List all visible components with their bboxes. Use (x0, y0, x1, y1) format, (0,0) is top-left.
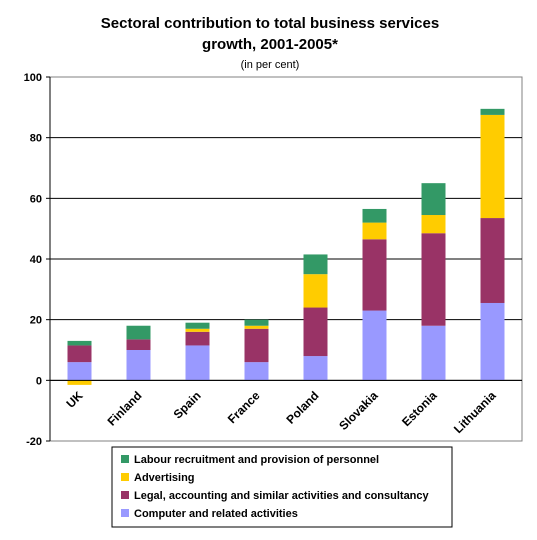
bar-segment (67, 340, 92, 346)
legend: Labour recruitment and provision of pers… (111, 446, 453, 528)
legend-label: Computer and related activities (134, 508, 298, 520)
bar-segment (421, 183, 446, 216)
chart-subtitle: (in per cent) (241, 59, 300, 71)
bar-segment (244, 319, 269, 326)
bar-segment (126, 339, 151, 350)
legend-swatch (121, 455, 129, 463)
y-tick-label: -20 (26, 436, 42, 448)
bar-segment (303, 307, 328, 357)
bar-segment (480, 218, 505, 303)
bar-segment (126, 325, 151, 340)
bar-segment (244, 325, 269, 329)
legend-label: Advertising (134, 472, 195, 484)
legend-swatch (121, 491, 129, 499)
bar-segment (362, 222, 387, 240)
chart-title-line1: Sectoral contribution to total business … (101, 15, 439, 32)
bar-segment (362, 239, 387, 311)
chart-title-line2: growth, 2001-2005* (202, 36, 338, 53)
bar-segment (421, 325, 446, 381)
bar-segment (244, 328, 269, 363)
bar-segment (421, 215, 446, 234)
bar-segment (480, 114, 505, 219)
bar-segment (244, 362, 269, 381)
bar-segment (362, 208, 387, 223)
bar-segment (185, 322, 210, 329)
bar-segment (480, 108, 505, 115)
legend-swatch (121, 509, 129, 517)
bar-segment (303, 254, 328, 275)
bar-segment (480, 302, 505, 381)
bar-segment (126, 350, 151, 381)
y-tick-label: 80 (30, 133, 42, 145)
legend-label: Legal, accounting and similar activities… (134, 490, 430, 502)
bar-segment (67, 362, 92, 381)
bar-segment (67, 345, 92, 363)
legend-box (111, 446, 453, 528)
legend-swatch (121, 473, 129, 481)
bar-segment (303, 356, 328, 381)
bars (67, 108, 505, 385)
legend-label: Labour recruitment and provision of pers… (134, 454, 379, 466)
bar-segment (303, 274, 328, 308)
y-tick-label: 60 (30, 193, 42, 205)
bar-segment (185, 328, 210, 332)
y-tick-label: 20 (30, 315, 42, 327)
y-tick-label: 0 (36, 375, 42, 387)
bar-segment (185, 331, 210, 346)
y-tick-label: 100 (24, 72, 42, 84)
bar-segment (67, 380, 92, 385)
y-tick-label: 40 (30, 254, 42, 266)
grid-lines (49, 76, 523, 442)
bar-segment (185, 345, 210, 381)
bar-segment (421, 233, 446, 326)
bar-segment (362, 310, 387, 381)
